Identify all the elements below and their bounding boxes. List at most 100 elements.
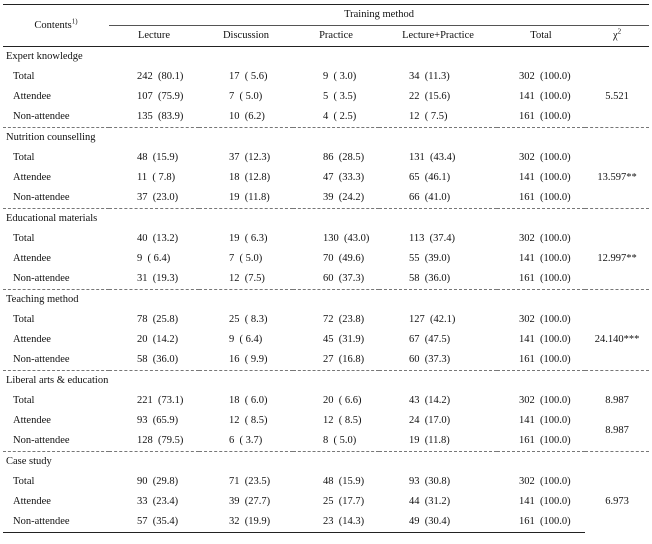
cell-value: 5 ( 3.5) — [323, 91, 357, 102]
cell-value: 86 (28.5) — [323, 152, 365, 163]
cell-value: 161 (100.0) — [519, 354, 571, 365]
row-label: Attendee — [13, 415, 51, 426]
cell-value: 12 ( 7.5) — [409, 111, 448, 122]
cell-value: 9 ( 3.0) — [323, 71, 357, 82]
cell-value: 48 (15.9) — [137, 152, 179, 163]
cell-value: 107 (75.9) — [137, 91, 184, 102]
section-title: Expert knowledge — [6, 51, 83, 62]
section-header-row: Expert knowledge — [3, 47, 649, 68]
section-header-row: Nutrition counselling — [3, 127, 650, 148]
cell-value: 161 (100.0) — [519, 435, 571, 446]
table-row: Non-attendee 58 (36.0) 16 ( 9.9) 27 (16.8) 6… — [3, 350, 649, 371]
cell-value: 12 (7.5) — [229, 273, 265, 284]
cell-value: 221 (73.1) — [137, 395, 184, 406]
cell-value: 7 ( 5.0) — [229, 91, 263, 102]
cell-value: 9 ( 6.4) — [229, 334, 263, 345]
training-method-table: Contents1) Training method Lecture Discu… — [3, 4, 650, 533]
cell-value: 90 (29.8) — [137, 476, 179, 487]
cell-value: 141 (100.0) — [519, 91, 571, 102]
row-label: Total — [13, 71, 35, 82]
section-title: Educational materials — [3, 208, 650, 229]
row-label: Total — [13, 395, 35, 406]
cell-value: 37 (12.3) — [229, 152, 271, 163]
cell-value: 302 (100.0) — [519, 395, 571, 406]
cell-value: 11 ( 7.8) — [137, 172, 176, 183]
cell-value: 135 (83.9) — [137, 111, 184, 122]
table-row: Attendee 20 (14.2) 9 ( 6.4) 45 (31.9) 67 (47… — [3, 330, 649, 350]
cell-value: 71 (23.5) — [229, 476, 271, 487]
cell-value: 60 (37.3) — [323, 273, 365, 284]
col-practice: Practice — [319, 30, 353, 41]
cell-value: 25 (17.7) — [323, 496, 365, 507]
col-lecture-practice: Lecture+Practice — [402, 30, 474, 41]
cell-value: 8 ( 5.0) — [323, 435, 357, 446]
row-label: Attendee — [13, 91, 51, 102]
cell-value: 93 (30.8) — [409, 476, 451, 487]
cell-value: 161 (100.0) — [519, 273, 571, 284]
cell-value: 48 (15.9) — [323, 476, 365, 487]
row-label: Non-attendee — [13, 435, 70, 446]
section-title: Teaching method — [3, 289, 650, 310]
table-row: Attendee 9 ( 6.4) 7 ( 5.0) 70 (49.6) 55 (39.… — [3, 249, 649, 269]
cell-value: 67 (47.5) — [409, 334, 451, 345]
cell-value: 39 (27.7) — [229, 496, 271, 507]
row-label: Non-attendee — [13, 192, 70, 203]
row-label: Attendee — [13, 172, 51, 183]
section-header-row: Liberal arts & education — [3, 370, 650, 391]
row-label: Attendee — [13, 496, 51, 507]
cell-value: 18 ( 6.0) — [229, 395, 268, 406]
cell-value: 78 (25.8) — [137, 314, 179, 325]
cell-value: 7 ( 5.0) — [229, 253, 263, 264]
cell-value: 128 (79.5) — [137, 435, 184, 446]
section-title: Liberal arts & education — [3, 370, 650, 391]
contents-header: Contents1) — [3, 4, 109, 47]
table-row: Non-attendee 57 (35.4) 32 (19.9) 23 (14.3) 4… — [3, 512, 649, 533]
table-row: Non-attendee 37 (23.0) 19 (11.8) 39 (24.2) 6… — [3, 188, 649, 209]
training-method-header: Training method — [109, 4, 650, 26]
cell-value: 40 (13.2) — [137, 233, 179, 244]
cell-value: 20 (14.2) — [137, 334, 179, 345]
col-lecture: Lecture — [137, 30, 171, 41]
cell-value: 57 (35.4) — [109, 512, 199, 533]
section-title: Case study — [3, 451, 650, 472]
row-label: Total — [13, 152, 35, 163]
table-row: Attendee 33 (23.4) 39 (27.7) 25 (17.7) 44 (3… — [3, 492, 649, 512]
cell-value: 9 ( 6.4) — [137, 253, 171, 264]
cell-value: 10 (6.2) — [229, 111, 265, 122]
cell-value: 55 (39.0) — [409, 253, 451, 264]
row-label: Non-attendee — [13, 273, 70, 284]
cell-value: 66 (41.0) — [409, 192, 451, 203]
row-label: Total — [13, 314, 35, 325]
cell-value: 33 (23.4) — [137, 496, 179, 507]
row-label: Attendee — [13, 334, 51, 345]
cell-value: 12 ( 8.5) — [229, 415, 268, 426]
cell-value: 18 (12.8) — [229, 172, 271, 183]
chi-square-value: 5.521 — [605, 91, 629, 102]
cell-value: 22 (15.6) — [409, 91, 451, 102]
col-chi-square: χ2 — [612, 27, 622, 41]
chi-square-value: 13.597** — [597, 172, 637, 183]
row-label: Total — [13, 476, 35, 487]
table-row: Total 48 (15.9) 37 (12.3) 86 (28.5) 131 (43.… — [3, 148, 649, 183]
cell-value: 242 (80.1) — [137, 71, 184, 82]
cell-value: 19 ( 6.3) — [229, 233, 268, 244]
cell-value: 141 (100.0) — [519, 334, 571, 345]
section-header-row: Educational materials — [3, 208, 650, 229]
cell-value: 141 (100.0) — [519, 253, 571, 264]
cell-value: 20 ( 6.6) — [323, 395, 362, 406]
col-discussion: Discussion — [222, 30, 270, 41]
cell-value: 58 (36.0) — [409, 273, 451, 284]
cell-value: 141 (100.0) — [519, 172, 571, 183]
cell-value: 127 (42.1) — [409, 314, 456, 325]
cell-value: 27 (16.8) — [323, 354, 365, 365]
cell-value: 161 (100.0) — [519, 192, 571, 203]
cell-value: 302 (100.0) — [519, 233, 571, 244]
section-header-row: Case study — [3, 451, 650, 472]
cell-value: 34 (11.3) — [409, 71, 450, 82]
row-label: Attendee — [13, 253, 51, 264]
cell-value: 12 ( 8.5) — [323, 415, 362, 426]
cell-value: 302 (100.0) — [519, 71, 571, 82]
cell-value: 58 (36.0) — [137, 354, 179, 365]
cell-value: 25 ( 8.3) — [229, 314, 268, 325]
cell-value: 37 (23.0) — [137, 192, 179, 203]
